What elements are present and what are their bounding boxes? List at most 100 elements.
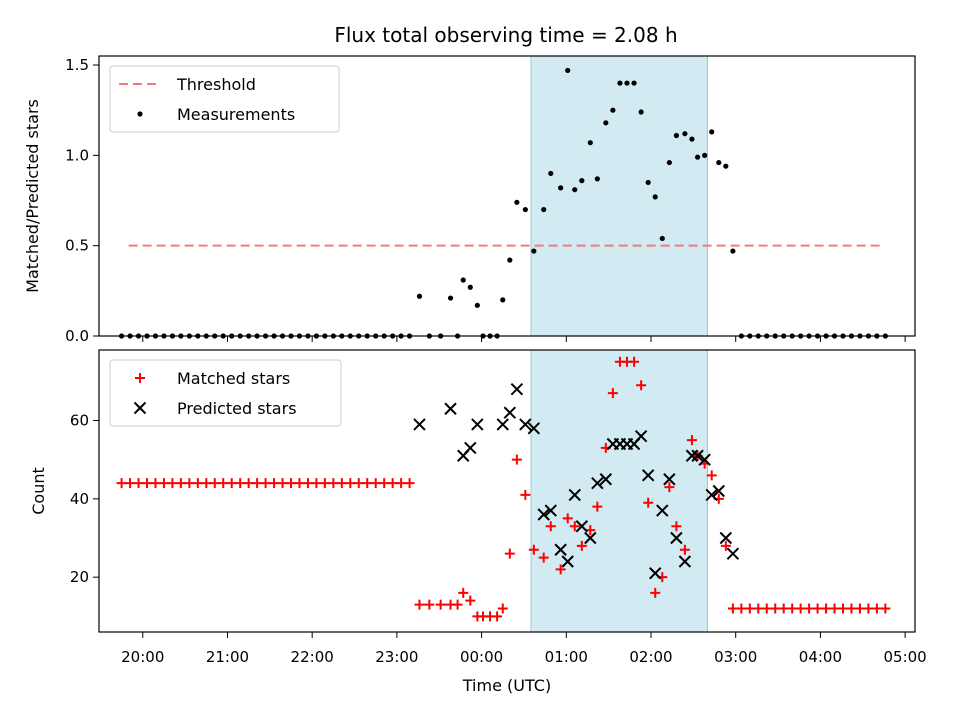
- matched-point: [761, 603, 772, 614]
- measurement-point: [631, 80, 637, 86]
- matched-point: [158, 478, 169, 489]
- matched-point: [452, 599, 463, 610]
- legend-label: Predicted stars: [177, 399, 297, 418]
- matched-point: [720, 540, 731, 551]
- matched-point: [706, 470, 717, 481]
- matched-point: [387, 478, 398, 489]
- predicted-point: [527, 422, 541, 435]
- legend-label: Threshold: [176, 75, 256, 94]
- matched-point: [286, 478, 296, 489]
- matched-point: [269, 478, 280, 489]
- measurement-point: [522, 206, 528, 213]
- chart-title: Flux total observing time = 2.08 h: [334, 23, 677, 47]
- matched-point: [778, 603, 789, 614]
- measurement-point: [558, 185, 564, 191]
- predicted-point: [413, 418, 426, 431]
- predicted-point: [726, 547, 740, 560]
- x-tick-label: 22:00: [291, 648, 334, 666]
- measurement-point: [638, 109, 644, 115]
- predicted-point: [444, 402, 457, 415]
- matched-point: [497, 603, 508, 614]
- predicted-point: [656, 504, 669, 517]
- matched-point: [812, 603, 823, 614]
- matched-point: [379, 478, 390, 489]
- legend-matched-swatch: [135, 373, 145, 383]
- predicted-point: [496, 418, 509, 431]
- matched-point: [504, 548, 515, 559]
- measurement-point: [716, 159, 722, 166]
- matched-point: [370, 478, 381, 489]
- measurement-point: [572, 187, 578, 193]
- predicted-point: [670, 531, 683, 545]
- matched-point: [328, 478, 339, 489]
- x-tick-label: 04:00: [799, 648, 842, 666]
- matched-point: [235, 478, 246, 489]
- measurement-point: [652, 194, 658, 200]
- measurement-point: [659, 235, 665, 242]
- matched-point: [576, 540, 587, 551]
- measurement-point: [624, 80, 630, 86]
- measurement-point: [541, 206, 547, 213]
- matched-point: [787, 603, 798, 614]
- y-axis-label: Count: [29, 467, 48, 515]
- measurement-point: [474, 302, 480, 308]
- matched-point: [528, 544, 539, 555]
- measurement-point: [610, 107, 616, 113]
- predicted-point: [554, 543, 567, 556]
- matched-point: [679, 544, 690, 555]
- measurement-point: [694, 154, 701, 160]
- x-tick-label: 20:00: [121, 648, 164, 666]
- predicted-point: [649, 567, 662, 580]
- predicted-point: [685, 449, 699, 462]
- predicted-point: [678, 555, 692, 568]
- matched-point: [218, 478, 229, 489]
- predicted-point: [584, 531, 597, 545]
- matched-point: [592, 501, 603, 512]
- matched-point: [650, 587, 661, 598]
- measurement-point: [548, 170, 554, 177]
- matched-point: [209, 478, 220, 489]
- matched-point: [520, 489, 531, 500]
- matched-point: [492, 611, 503, 622]
- measurement-point: [682, 131, 688, 137]
- matched-point: [871, 603, 882, 614]
- x-tick-label: 03:00: [714, 648, 757, 666]
- legend-label: Matched stars: [177, 369, 290, 388]
- measurement-point: [723, 163, 729, 169]
- y-tick-label: 40: [70, 490, 89, 508]
- matched-point: [424, 599, 435, 610]
- predicted-point: [663, 473, 676, 486]
- y-tick-label: 20: [70, 568, 89, 586]
- matched-point: [562, 513, 573, 524]
- matched-point: [538, 552, 549, 563]
- x-axis: 20:00 21:00 22:00 23:00 00:00 01:00 02:00 03:00…: [121, 648, 927, 666]
- matched-point: [302, 478, 313, 489]
- axes-frame: [98, 55, 916, 337]
- y-tick-label: 1.5: [65, 56, 89, 74]
- measurement-point: [565, 67, 571, 74]
- predicted-point: [471, 418, 484, 431]
- predicted-point: [519, 418, 532, 431]
- matched-point: [345, 478, 356, 489]
- matched-point: [555, 564, 566, 575]
- legend-predicted-swatch: [133, 401, 147, 415]
- matched-point: [643, 497, 654, 508]
- y-tick-label: 60: [70, 412, 89, 430]
- legend-label: Measurements: [177, 105, 295, 124]
- matched-point: [465, 595, 476, 606]
- matched-point: [727, 603, 738, 614]
- matched-point: [829, 603, 840, 614]
- series-predicted-stars: [413, 382, 740, 580]
- matched-point: [686, 435, 697, 446]
- ratio-panel: 0.0 0.5 1.0 1.5 Matched/Predicted stars Thres…: [23, 55, 916, 345]
- predicted-point: [464, 441, 477, 455]
- predicted-point: [575, 520, 589, 533]
- matched-point: [435, 599, 446, 610]
- matched-point: [252, 478, 263, 489]
- matched-point: [846, 603, 857, 614]
- measurement-point: [689, 136, 695, 142]
- highlight-span: [530, 55, 708, 337]
- predicted-point: [705, 488, 718, 502]
- matched-point: [133, 478, 144, 489]
